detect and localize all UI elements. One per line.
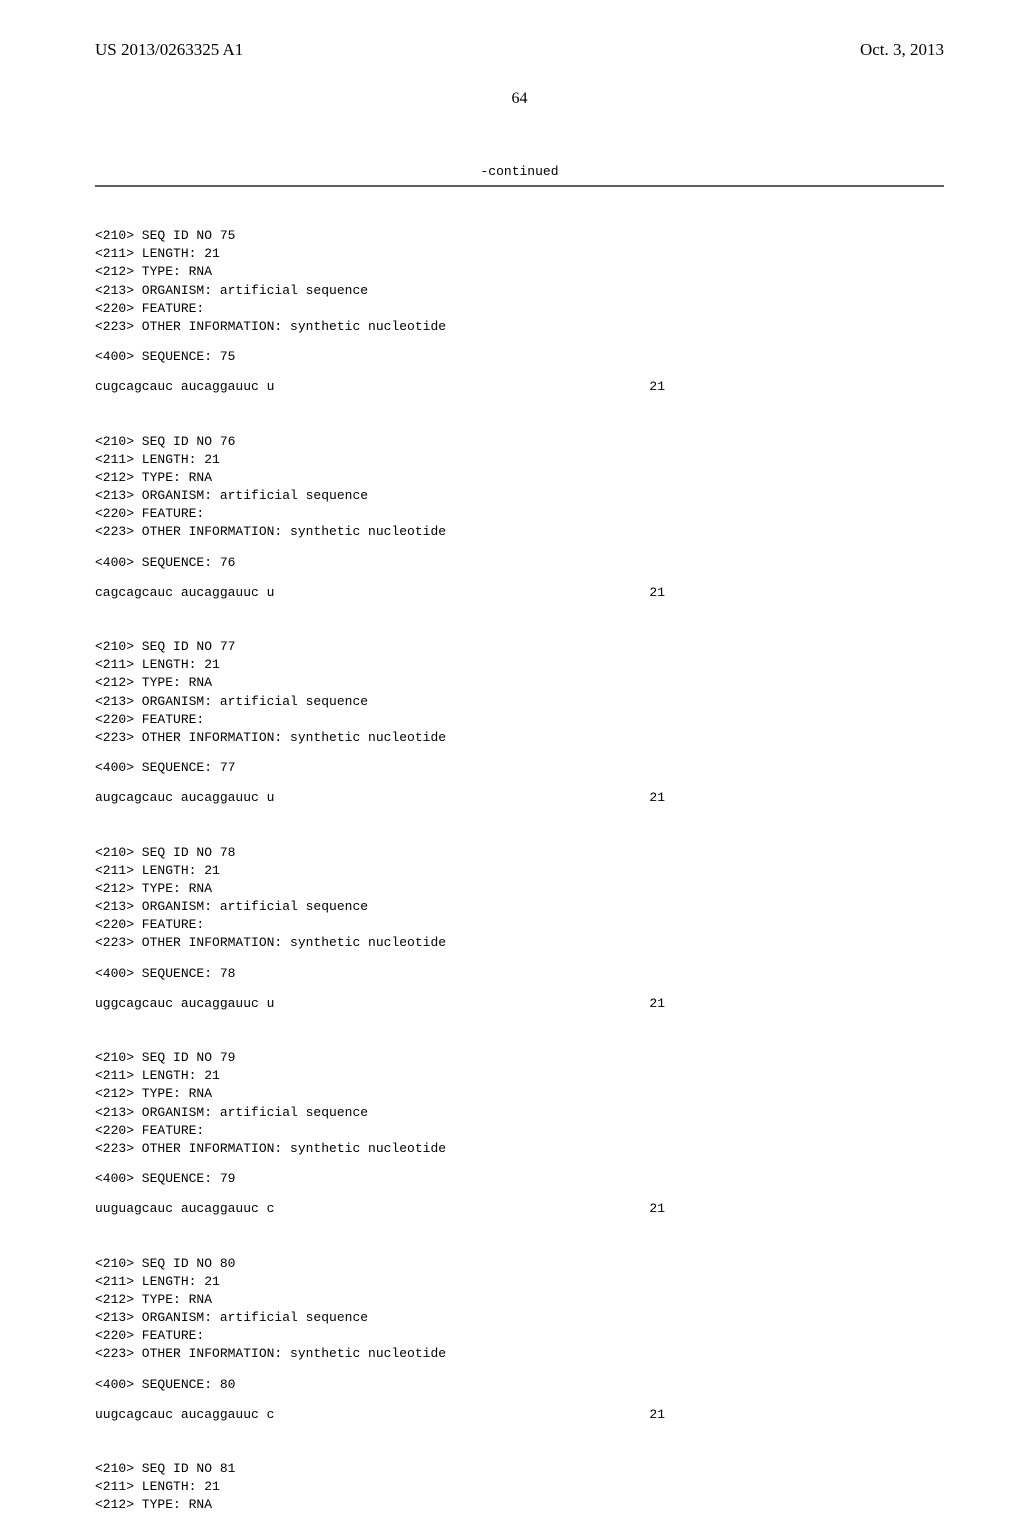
blank-line (95, 1219, 944, 1231)
sequence-meta-line: <210> SEQ ID NO 77 (95, 638, 944, 656)
sequence-row: uugcagcauc aucaggauuc c21 (95, 1406, 665, 1424)
sequence-meta-line: <220> FEATURE: (95, 916, 944, 934)
sequence-length: 21 (649, 789, 665, 807)
sequence-meta-line: <210> SEQ ID NO 78 (95, 844, 944, 862)
sequence-meta-line: <210> SEQ ID NO 75 (95, 227, 944, 245)
sequence-length: 21 (649, 1406, 665, 1424)
sequence-length: 21 (649, 995, 665, 1013)
sequence-meta-line: <213> ORGANISM: artificial sequence (95, 487, 944, 505)
blank-line (95, 572, 944, 584)
sequence-meta-line: <213> ORGANISM: artificial sequence (95, 1309, 944, 1327)
sequence-listing: <210> SEQ ID NO 75<211> LENGTH: 21<212> … (95, 227, 944, 1515)
sequence-block: <210> SEQ ID NO 76<211> LENGTH: 21<212> … (95, 433, 944, 615)
sequence-meta-line: <212> TYPE: RNA (95, 880, 944, 898)
publication-number: US 2013/0263325 A1 (95, 40, 243, 60)
sequence-meta-line: <400> SEQUENCE: 79 (95, 1170, 944, 1188)
sequence-meta-line: <223> OTHER INFORMATION: synthetic nucle… (95, 729, 944, 747)
sequence-block: <210> SEQ ID NO 80<211> LENGTH: 21<212> … (95, 1255, 944, 1437)
sequence-meta-line: <400> SEQUENCE: 78 (95, 965, 944, 983)
sequence-meta-line: <223> OTHER INFORMATION: synthetic nucle… (95, 934, 944, 952)
sequence-row: augcagcauc aucaggauuc u21 (95, 789, 665, 807)
blank-line (95, 983, 944, 995)
sequence-meta-line: <211> LENGTH: 21 (95, 1067, 944, 1085)
sequence-meta-line: <212> TYPE: RNA (95, 469, 944, 487)
sequence-meta-line: <400> SEQUENCE: 76 (95, 554, 944, 572)
sequence-meta-line: <213> ORGANISM: artificial sequence (95, 1104, 944, 1122)
blank-line (95, 953, 944, 965)
sequence-text: augcagcauc aucaggauuc u (95, 789, 649, 807)
blank-line (95, 397, 944, 409)
blank-line (95, 336, 944, 348)
sequence-length: 21 (649, 1200, 665, 1218)
sequence-text: uuguagcauc aucaggauuc c (95, 1200, 649, 1218)
sequence-meta-line: <212> TYPE: RNA (95, 1496, 944, 1514)
blank-line (95, 1364, 944, 1376)
sequence-meta-line: <213> ORGANISM: artificial sequence (95, 693, 944, 711)
sequence-meta-line: <223> OTHER INFORMATION: synthetic nucle… (95, 1140, 944, 1158)
sequence-row: uuguagcauc aucaggauuc c21 (95, 1200, 665, 1218)
sequence-meta-line: <213> ORGANISM: artificial sequence (95, 898, 944, 916)
blank-line (95, 1394, 944, 1406)
blank-line (95, 542, 944, 554)
sequence-length: 21 (649, 584, 665, 602)
blank-line (95, 1424, 944, 1436)
blank-line (95, 366, 944, 378)
sequence-meta-line: <212> TYPE: RNA (95, 1291, 944, 1309)
sequence-meta-line: <220> FEATURE: (95, 1327, 944, 1345)
blank-line (95, 777, 944, 789)
sequence-meta-line: <211> LENGTH: 21 (95, 245, 944, 263)
sequence-meta-line: <220> FEATURE: (95, 1122, 944, 1140)
page: US 2013/0263325 A1 Oct. 3, 2013 64 -cont… (0, 0, 1024, 1515)
sequence-block: <210> SEQ ID NO 78<211> LENGTH: 21<212> … (95, 844, 944, 1026)
sequence-text: cagcagcauc aucaggauuc u (95, 584, 649, 602)
publication-date: Oct. 3, 2013 (860, 40, 944, 60)
sequence-row: cugcagcauc aucaggauuc u21 (95, 378, 665, 396)
sequence-meta-line: <223> OTHER INFORMATION: synthetic nucle… (95, 318, 944, 336)
sequence-meta-line: <400> SEQUENCE: 80 (95, 1376, 944, 1394)
sequence-meta-line: <223> OTHER INFORMATION: synthetic nucle… (95, 523, 944, 541)
sequence-text: cugcagcauc aucaggauuc u (95, 378, 649, 396)
blank-line (95, 1158, 944, 1170)
blank-line (95, 1013, 944, 1025)
page-number: 64 (95, 90, 944, 108)
sequence-meta-line: <223> OTHER INFORMATION: synthetic nucle… (95, 1345, 944, 1363)
sequence-meta-line: <220> FEATURE: (95, 505, 944, 523)
sequence-meta-line: <211> LENGTH: 21 (95, 1273, 944, 1291)
sequence-length: 21 (649, 378, 665, 396)
sequence-meta-line: <220> FEATURE: (95, 300, 944, 318)
blank-line (95, 808, 944, 820)
sequence-block: <210> SEQ ID NO 77<211> LENGTH: 21<212> … (95, 638, 944, 820)
sequence-meta-line: <212> TYPE: RNA (95, 674, 944, 692)
page-header: US 2013/0263325 A1 Oct. 3, 2013 (95, 40, 944, 60)
horizontal-rule (95, 185, 944, 187)
sequence-text: uggcagcauc aucaggauuc u (95, 995, 649, 1013)
sequence-meta-line: <213> ORGANISM: artificial sequence (95, 282, 944, 300)
sequence-meta-line: <210> SEQ ID NO 79 (95, 1049, 944, 1067)
sequence-block-partial: <210> SEQ ID NO 81<211> LENGTH: 21<212> … (95, 1460, 944, 1515)
blank-line (95, 1188, 944, 1200)
sequence-meta-line: <212> TYPE: RNA (95, 263, 944, 281)
sequence-meta-line: <212> TYPE: RNA (95, 1085, 944, 1103)
sequence-meta-line: <210> SEQ ID NO 80 (95, 1255, 944, 1273)
sequence-meta-line: <400> SEQUENCE: 75 (95, 348, 944, 366)
blank-line (95, 602, 944, 614)
sequence-meta-line: <211> LENGTH: 21 (95, 451, 944, 469)
sequence-row: cagcagcauc aucaggauuc u21 (95, 584, 665, 602)
sequence-block: <210> SEQ ID NO 75<211> LENGTH: 21<212> … (95, 227, 944, 409)
sequence-meta-line: <400> SEQUENCE: 77 (95, 759, 944, 777)
sequence-meta-line: <211> LENGTH: 21 (95, 1478, 944, 1496)
continued-label: -continued (95, 164, 944, 179)
blank-line (95, 747, 944, 759)
sequence-meta-line: <220> FEATURE: (95, 711, 944, 729)
sequence-row: uggcagcauc aucaggauuc u21 (95, 995, 665, 1013)
sequence-block: <210> SEQ ID NO 79<211> LENGTH: 21<212> … (95, 1049, 944, 1231)
sequence-meta-line: <210> SEQ ID NO 76 (95, 433, 944, 451)
sequence-meta-line: <211> LENGTH: 21 (95, 656, 944, 674)
sequence-meta-line: <211> LENGTH: 21 (95, 862, 944, 880)
sequence-text: uugcagcauc aucaggauuc c (95, 1406, 649, 1424)
sequence-meta-line: <210> SEQ ID NO 81 (95, 1460, 944, 1478)
